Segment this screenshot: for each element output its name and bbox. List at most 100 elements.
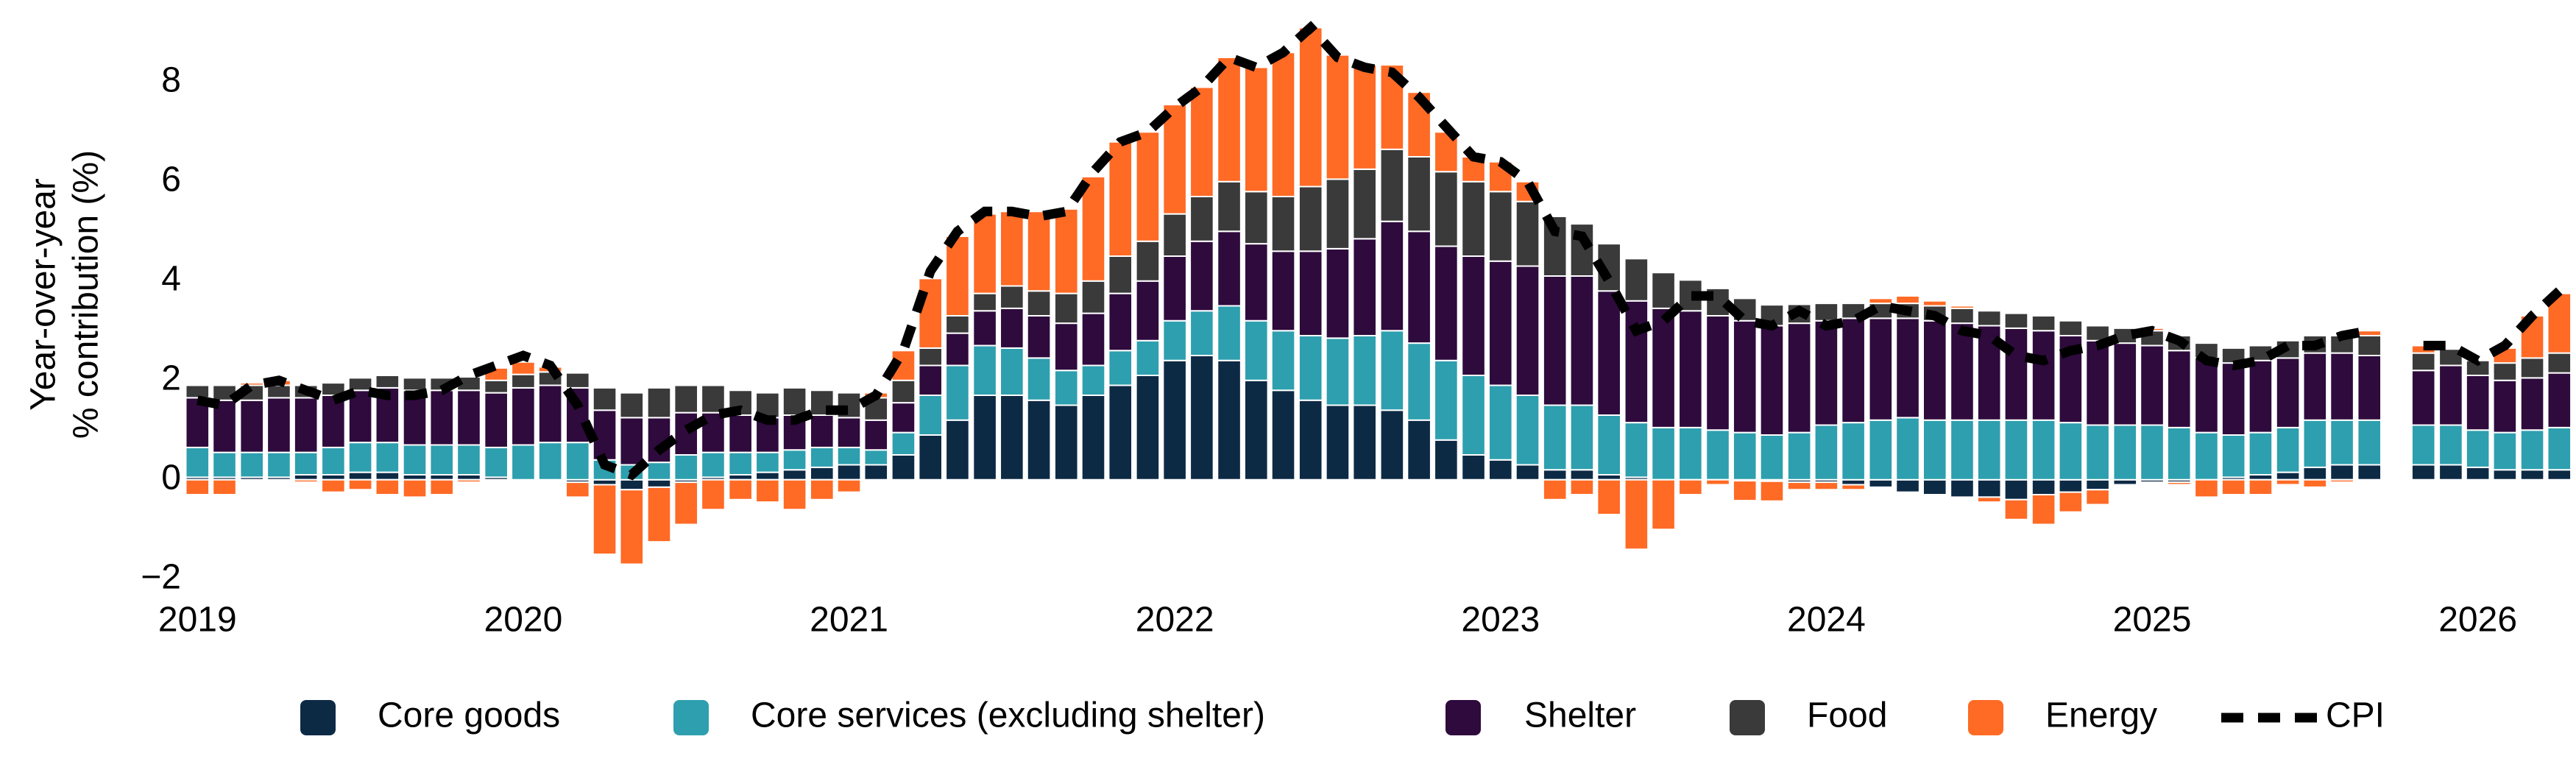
bar-segment <box>456 389 481 446</box>
bar-segment <box>429 478 455 495</box>
bar-segment <box>1487 191 1513 262</box>
bar-segment <box>1569 478 1595 495</box>
bar-segment <box>2166 350 2192 428</box>
bar-segment <box>2031 315 2056 332</box>
bar-segment <box>2275 426 2301 473</box>
bar-segment <box>619 478 645 491</box>
bar-segment <box>2465 466 2491 481</box>
bar-segment <box>1705 315 1730 431</box>
x-tick-label: 2021 <box>810 601 888 640</box>
bar-segment <box>1352 404 1377 481</box>
bar-segment <box>1080 312 1106 367</box>
bar-segment <box>809 478 835 501</box>
bar-segment <box>2519 469 2545 481</box>
bar-segment <box>239 399 264 453</box>
legend-label: Core services (excluding shelter) <box>751 696 1265 735</box>
bar-segment <box>1841 317 1866 424</box>
bar-segment <box>836 446 862 466</box>
bar-segment <box>1379 148 1405 222</box>
bar-segment <box>1515 200 1540 267</box>
bar-segment <box>1162 213 1187 257</box>
bar-segment <box>1922 478 1947 495</box>
bar-segment <box>1080 364 1106 396</box>
bar-segment <box>1026 290 1052 317</box>
bar-segment <box>2003 419 2029 481</box>
bar-segment <box>1244 66 1269 193</box>
bar-segment <box>1542 478 1568 501</box>
bar-segment <box>619 392 645 419</box>
bar-segment <box>1135 131 1161 242</box>
legend-swatch <box>1730 700 1765 735</box>
bar-segment <box>863 419 889 451</box>
bar-segment <box>728 451 753 476</box>
bar-segment <box>1298 399 1323 481</box>
bar-segment <box>2357 464 2382 481</box>
legend-label: Energy <box>2045 696 2157 735</box>
bar-segment <box>1135 339 1161 376</box>
bar-segment <box>375 478 400 495</box>
bar-segment <box>2302 352 2328 421</box>
bar-segment <box>1325 337 1351 406</box>
bar-segment <box>2492 362 2518 381</box>
bar-segment <box>755 451 780 473</box>
bar-segment <box>565 442 590 481</box>
bar-segment <box>1162 359 1187 481</box>
bar-segment <box>2085 339 2110 426</box>
bar-segment <box>1759 480 1785 502</box>
bar-segment <box>2410 464 2436 481</box>
bar-segment <box>701 384 726 414</box>
bar-segment <box>511 444 536 481</box>
bar-segment <box>2275 478 2301 486</box>
bar-segment <box>646 462 672 481</box>
bar-segment <box>1325 404 1351 481</box>
bar-segment <box>2003 478 2029 501</box>
bar-segment <box>375 471 400 481</box>
bar-segment <box>2221 434 2246 478</box>
bar-segment <box>1596 474 1621 481</box>
bar-segment <box>1814 319 1839 426</box>
bar-segment <box>891 454 916 481</box>
bar-segment <box>782 469 807 481</box>
bar-segment <box>999 285 1025 309</box>
bar-segment <box>2058 478 2084 493</box>
bar-segment <box>1569 275 1595 406</box>
y-tick-label: 0 <box>161 458 181 497</box>
bar-segment <box>1434 359 1459 441</box>
bar-segment <box>999 347 1025 396</box>
bar-segment <box>2357 355 2382 421</box>
bar-segment <box>1515 464 1540 481</box>
bar-segment <box>1596 478 1621 515</box>
bar-segment <box>1379 220 1405 332</box>
bar-segment <box>755 471 780 481</box>
bar-segment <box>972 292 997 312</box>
bar-segment <box>701 478 726 511</box>
bar-segment <box>1651 307 1676 428</box>
legend-swatch <box>1446 700 1481 735</box>
bar-segment <box>1461 454 1486 481</box>
bar-segment <box>2140 344 2165 426</box>
bar-segment <box>2221 478 2246 495</box>
bar-segment <box>1189 355 1214 481</box>
bar-segment <box>1217 305 1242 361</box>
bar-segment <box>2275 471 2301 481</box>
bar-segment <box>2194 357 2219 434</box>
bar-segment <box>1950 419 1975 481</box>
bar-segment <box>592 484 618 555</box>
bar-segment <box>1162 255 1187 322</box>
bar-segment <box>2302 478 2328 488</box>
bar-segment <box>1325 54 1351 180</box>
bar-segment <box>1298 335 1323 401</box>
bar-segment <box>673 481 699 526</box>
y-tick-label: 4 <box>161 259 181 298</box>
bar-segment <box>239 451 264 478</box>
bar-segment <box>2112 478 2138 486</box>
bars <box>185 26 2572 565</box>
legend-label: Food <box>1807 696 1887 735</box>
bar-segment <box>1976 496 2002 503</box>
bar-segment <box>1814 424 1839 481</box>
bar-segment <box>402 474 428 481</box>
bar-segment <box>1624 478 1649 551</box>
bar-segment <box>1950 305 1975 309</box>
bar-segment <box>999 307 1025 349</box>
bar-segment <box>2438 464 2463 481</box>
